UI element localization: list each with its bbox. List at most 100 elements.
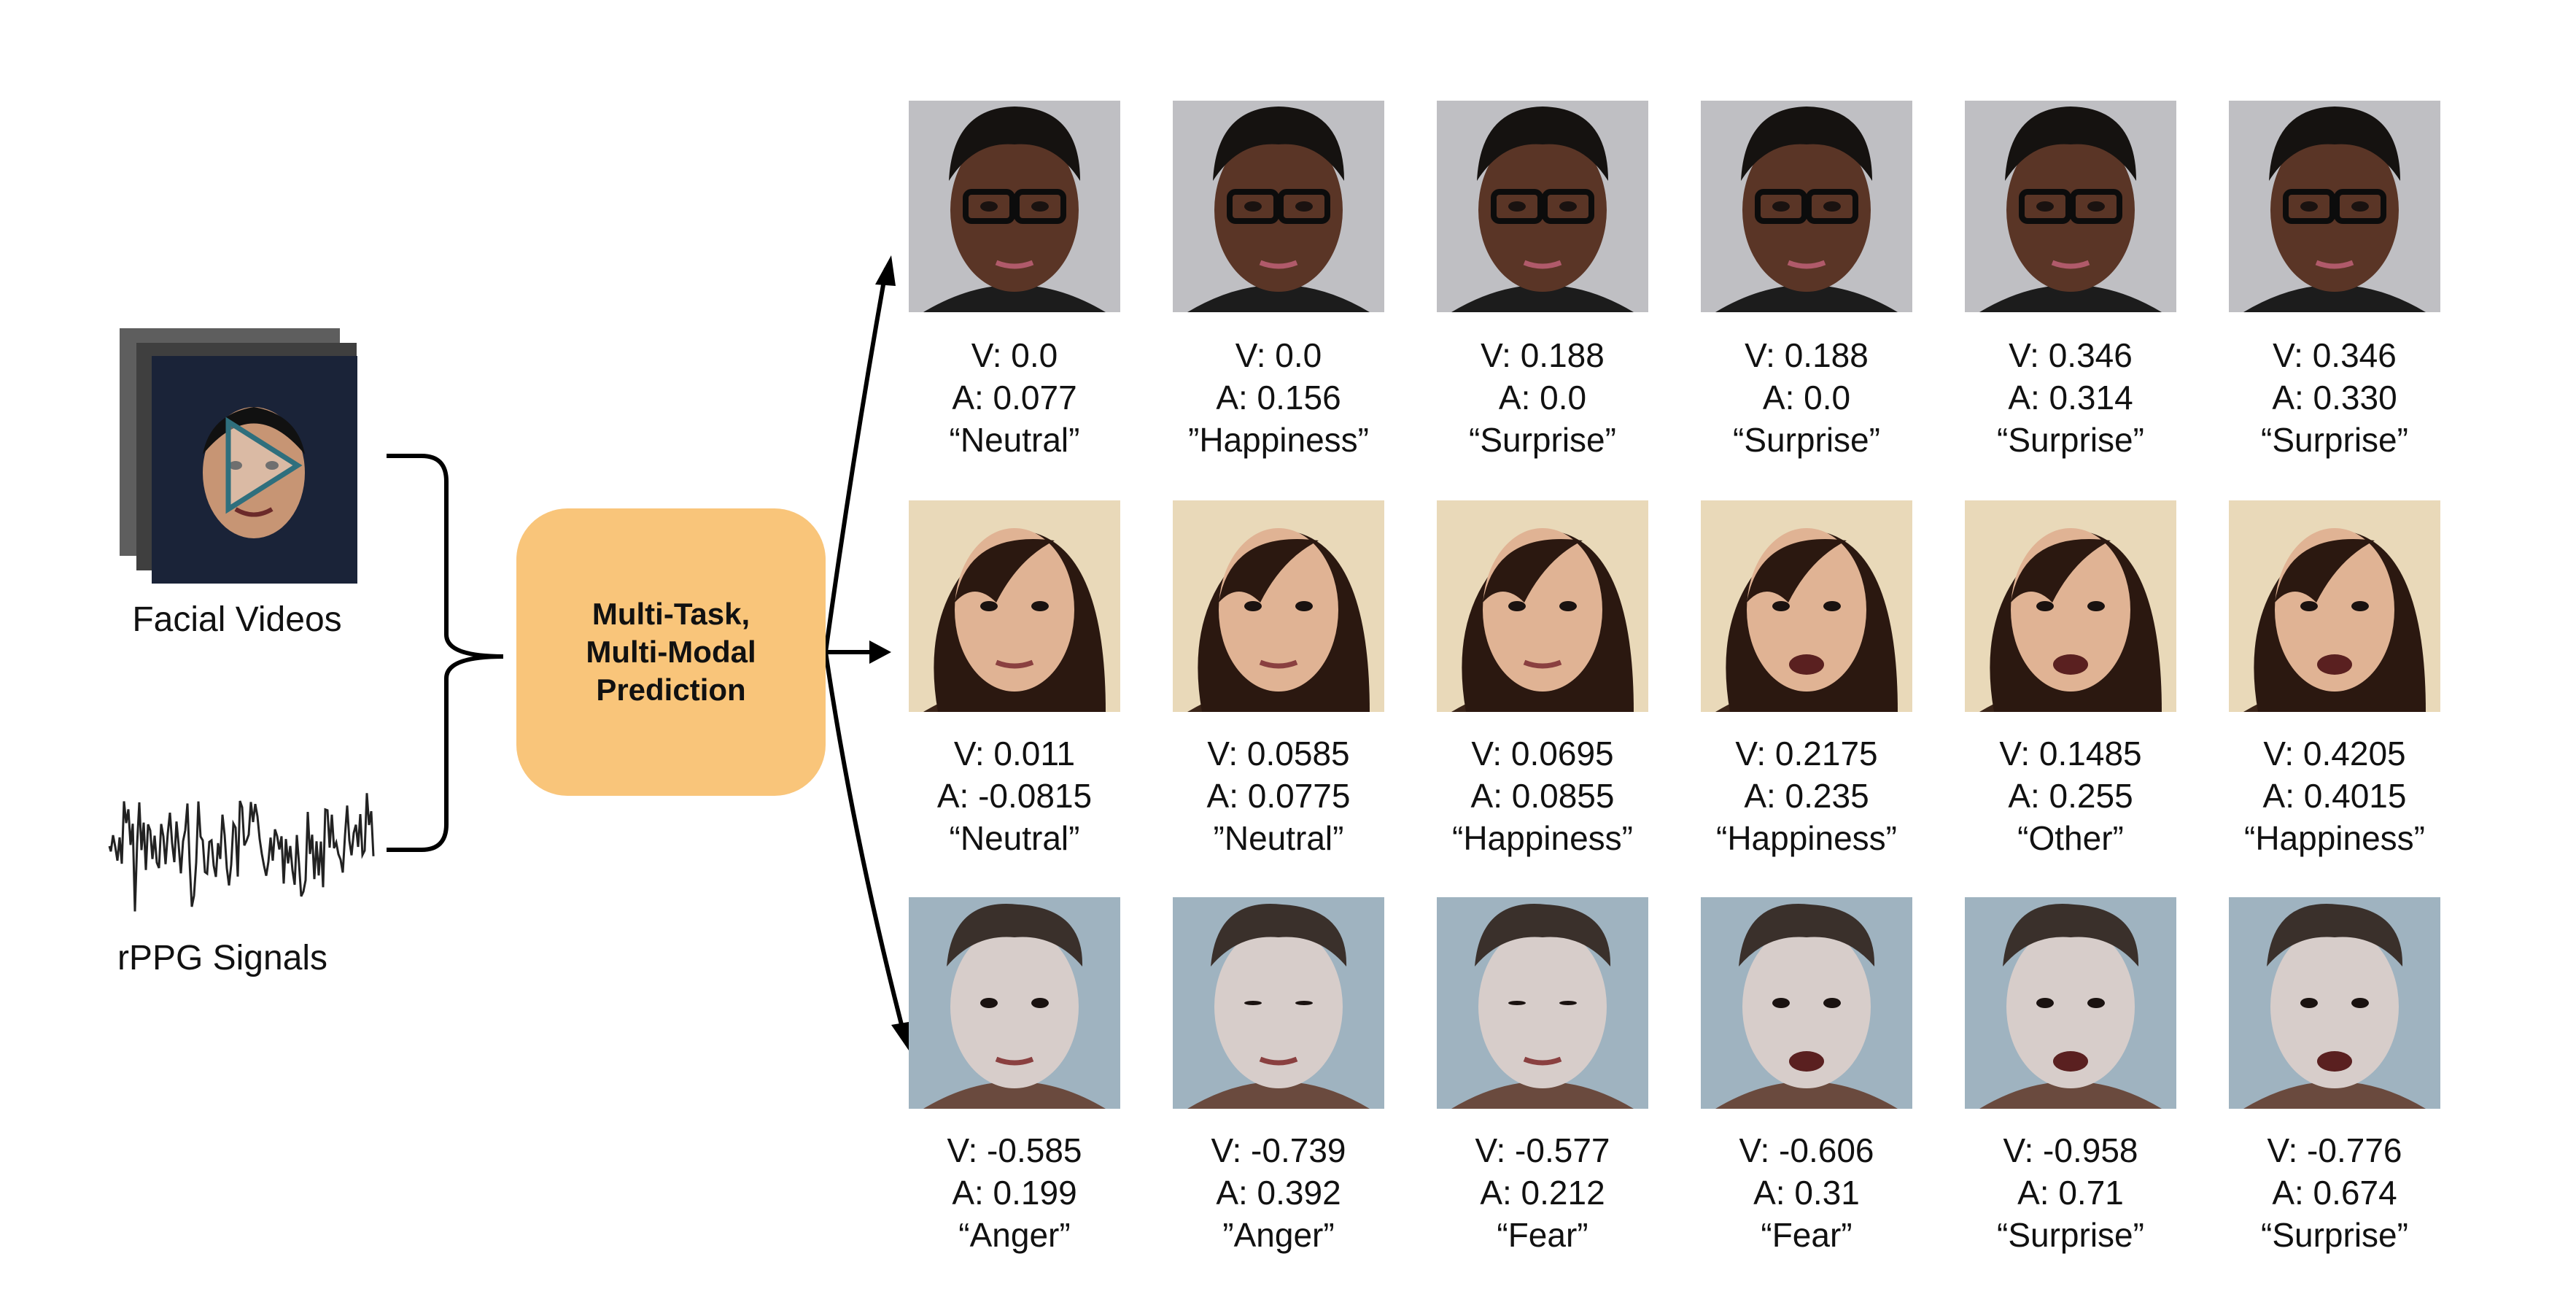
- valence-value: V: -0.776: [2267, 1131, 2402, 1169]
- arousal-value: A: 0.0: [1498, 379, 1587, 417]
- arrow-to-row-3: [823, 651, 907, 1037]
- face-frame: [1701, 897, 1912, 1109]
- video-frame-front: [152, 356, 357, 584]
- prediction-caption: V: 0.2175 A: 0.235 “Happiness”: [1697, 732, 1916, 859]
- arousal-value: A: 0.0: [1762, 379, 1851, 417]
- prediction-caption: V: 0.0 A: 0.077 “Neutral”: [905, 334, 1124, 461]
- woman-dark-hair-face-image: [1701, 500, 1912, 712]
- valence-value: V: 0.2175: [1735, 735, 1878, 772]
- face-frame: [1437, 897, 1648, 1109]
- valence-value: V: 0.1485: [1999, 735, 2142, 772]
- young-man-face-image: [1173, 897, 1384, 1109]
- face-frame: [909, 500, 1120, 712]
- young-man-face-image: [909, 897, 1120, 1109]
- emotion-label: “Fear”: [1761, 1216, 1853, 1254]
- prediction-caption: V: 0.4205 A: 0.4015 “Happiness”: [2225, 732, 2444, 859]
- emotion-label: “Surprise”: [1733, 421, 1880, 459]
- woman-dark-hair-face-image: [909, 500, 1120, 712]
- man-with-glasses-face-image: [1965, 101, 2176, 312]
- prediction-caption: V: 0.0585 A: 0.0775 ”Neutral”: [1169, 732, 1388, 859]
- prediction-caption: V: 0.346 A: 0.330 “Surprise”: [2225, 334, 2444, 461]
- face-frame: [1701, 500, 1912, 712]
- valence-value: V: 0.0: [971, 336, 1058, 374]
- arousal-value: A: 0.330: [2272, 379, 2397, 417]
- valence-value: V: 0.0585: [1207, 735, 1350, 772]
- emotion-label: ”Anger”: [1222, 1216, 1335, 1254]
- valence-value: V: 0.011: [953, 735, 1076, 772]
- arousal-value: A: 0.212: [1480, 1174, 1605, 1212]
- emotion-label: ”Happiness”: [1188, 421, 1369, 459]
- arousal-value: A: 0.0855: [1470, 777, 1615, 815]
- face-frame: [1173, 897, 1384, 1109]
- merge-brace: [387, 454, 504, 852]
- arousal-value: A: 0.077: [952, 379, 1077, 417]
- prediction-caption: V: 0.188 A: 0.0 “Surprise”: [1433, 334, 1652, 461]
- young-man-face-image: [1437, 897, 1648, 1109]
- face-frame: [909, 101, 1120, 312]
- valence-value: V: 0.4205: [2263, 735, 2406, 772]
- emotion-label: “Neutral”: [949, 421, 1080, 459]
- woman-dark-hair-face-image: [1173, 500, 1384, 712]
- arrow-head-row-2: [869, 640, 891, 664]
- emotion-label: “Neutral”: [949, 819, 1080, 857]
- emotion-label: “Surprise”: [1469, 421, 1616, 459]
- prediction-caption: V: -0.739 A: 0.392 ”Anger”: [1169, 1129, 1388, 1256]
- rppg-signals-label: rPPG Signals: [117, 939, 328, 977]
- emotion-label: “Happiness”: [1716, 819, 1897, 857]
- face-frame: [1965, 101, 2176, 312]
- emotion-label: “Other”: [2017, 819, 2124, 857]
- valence-value: V: -0.958: [2003, 1131, 2138, 1169]
- arousal-value: A: 0.235: [1744, 777, 1869, 815]
- face-frame: [1437, 101, 1648, 312]
- face-frame: [1173, 101, 1384, 312]
- arousal-value: A: 0.255: [2008, 777, 2133, 815]
- prediction-caption: V: 0.011 A: -0.0815 “Neutral”: [905, 732, 1124, 859]
- face-frame: [1173, 500, 1384, 712]
- emotion-label: “Anger”: [958, 1216, 1071, 1254]
- prediction-caption: V: 0.1485 A: 0.255 “Other”: [1961, 732, 2180, 859]
- prediction-caption: V: -0.776 A: 0.674 “Surprise”: [2225, 1129, 2444, 1256]
- prediction-caption: V: -0.958 A: 0.71 “Surprise”: [1961, 1129, 2180, 1256]
- prediction-caption: V: -0.577 A: 0.212 “Fear”: [1433, 1129, 1652, 1256]
- rppg-signal-waveform: [108, 793, 375, 912]
- valence-value: V: -0.739: [1211, 1131, 1346, 1169]
- arrow-head-row-3: [891, 1021, 913, 1050]
- emotion-label: ”Neutral”: [1213, 819, 1344, 857]
- face-frame: [909, 897, 1120, 1109]
- emotion-label: “Surprise”: [1997, 1216, 2144, 1254]
- arousal-value: A: 0.71: [2017, 1174, 2124, 1212]
- valence-value: V: -0.606: [1739, 1131, 1874, 1169]
- man-with-glasses-face-image: [1437, 101, 1648, 312]
- emotion-label: “Surprise”: [2261, 421, 2408, 459]
- man-with-glasses-face-image: [909, 101, 1120, 312]
- young-man-face-image: [2229, 897, 2440, 1109]
- emotion-label: “Happiness”: [2244, 819, 2425, 857]
- young-man-face-image: [1701, 897, 1912, 1109]
- arousal-value: A: 0.199: [952, 1174, 1077, 1212]
- arrow-head-row-1: [875, 255, 896, 286]
- woman-dark-hair-face-image: [1437, 500, 1648, 712]
- valence-value: V: 0.346: [2273, 336, 2397, 374]
- prediction-model-box: Multi-Task, Multi-Modal Prediction: [516, 508, 826, 796]
- prediction-model-label: Multi-Task, Multi-Modal Prediction: [586, 597, 756, 707]
- facial-videos-label: Facial Videos: [132, 600, 342, 639]
- emotion-label: “Happiness”: [1452, 819, 1633, 857]
- man-with-glasses-face-image: [2229, 101, 2440, 312]
- prediction-caption: V: 0.188 A: 0.0 “Surprise”: [1697, 334, 1916, 461]
- arousal-value: A: 0.314: [2008, 379, 2133, 417]
- play-icon: [225, 417, 303, 514]
- face-frame: [2229, 500, 2440, 712]
- man-with-glasses-face-image: [1701, 101, 1912, 312]
- emotion-label: “Surprise”: [2261, 1216, 2408, 1254]
- face-frame: [2229, 101, 2440, 312]
- emotion-label: “Fear”: [1497, 1216, 1588, 1254]
- prediction-caption: V: 0.346 A: 0.314 “Surprise”: [1961, 334, 2180, 461]
- valence-value: V: 0.346: [2009, 336, 2133, 374]
- woman-dark-hair-face-image: [1965, 500, 2176, 712]
- valence-value: V: 0.188: [1745, 336, 1869, 374]
- valence-value: V: 0.0: [1235, 336, 1322, 374]
- valence-value: V: 0.0695: [1471, 735, 1614, 772]
- arrow-to-row-1: [823, 268, 888, 653]
- man-with-glasses-face-image: [1173, 101, 1384, 312]
